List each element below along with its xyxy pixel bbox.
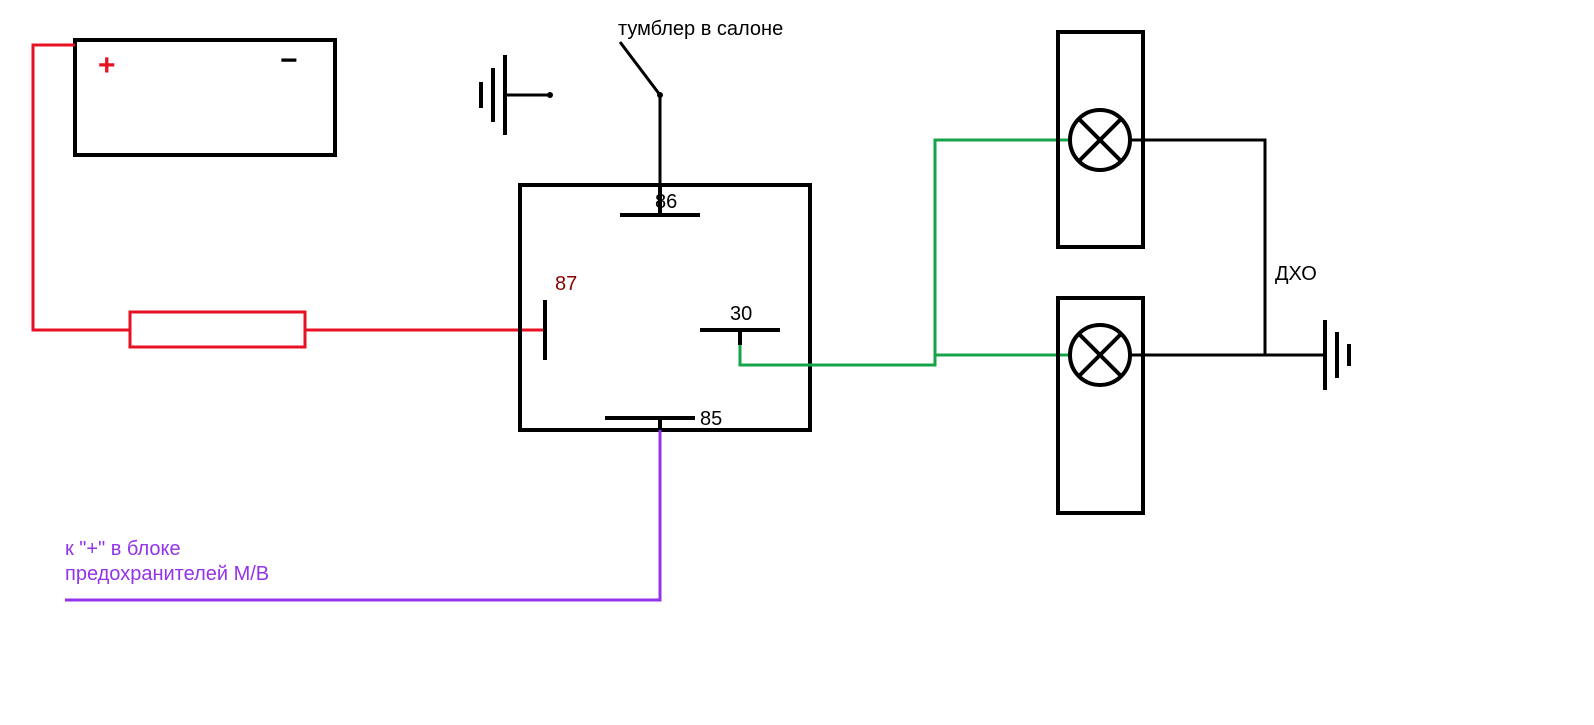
relay-label-30: 30 [730, 303, 752, 325]
circuit-diagram: + − 86 87 30 85 [0, 0, 1594, 725]
fusebox-note-line2: предохранителей М/В [65, 563, 269, 585]
relay-label-85: 85 [700, 408, 722, 430]
relay-label-87: 87 [555, 273, 577, 295]
relay: 86 87 30 85 [520, 185, 810, 430]
ground-right [1325, 320, 1349, 390]
wire-relay-to-lamps [740, 140, 1070, 365]
fuse [130, 312, 305, 347]
wire-battery-to-fuse [33, 45, 130, 330]
drl-lamp-bottom [1058, 298, 1143, 513]
drl-label: ДХО [1275, 263, 1317, 285]
switch-label: тумблер в салоне [618, 18, 783, 40]
fusebox-note-line1: к "+" в блоке [65, 538, 181, 560]
wire-lamps-join [1130, 140, 1265, 355]
cabin-switch [481, 42, 663, 185]
battery: + − [75, 40, 335, 155]
battery-plus: + [98, 49, 116, 82]
battery-minus: − [280, 44, 298, 77]
relay-label-86: 86 [655, 191, 677, 213]
